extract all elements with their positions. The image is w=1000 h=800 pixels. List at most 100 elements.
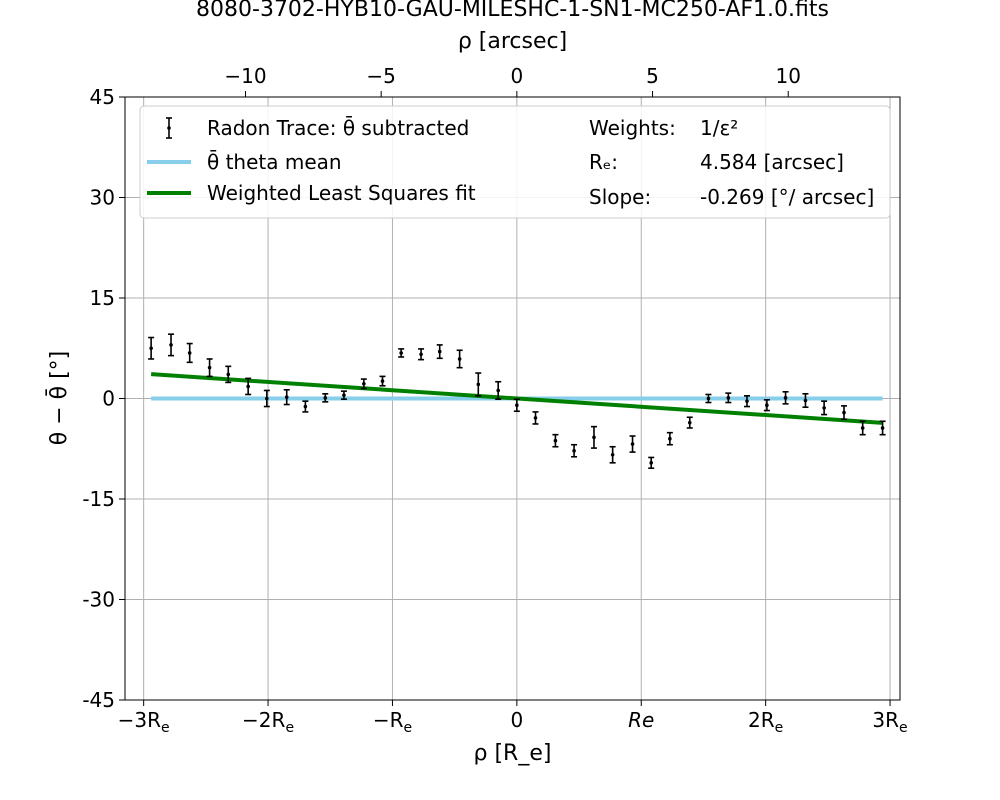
data-point [879,420,886,436]
data-point [398,348,405,358]
data-point [513,398,520,413]
chart-title: 8080-3702-HYB10-GAU-MILESHC-1-SN1-MC250-… [196,0,829,22]
y-tick-label: -45 [82,688,115,712]
data-point [802,393,809,409]
y-tick-label: 0 [102,387,115,411]
point-marker [553,438,558,443]
point-marker [572,448,576,453]
point-marker [668,436,672,441]
data-point [283,388,290,406]
point-marker [803,398,808,403]
data-point [360,378,367,390]
legend-box [139,105,891,219]
point-marker [226,372,231,377]
point-marker [496,388,500,393]
data-point [821,400,828,416]
x-tick-label: −3Re [118,708,170,736]
x-tick-label: −Re [373,708,412,736]
point-marker [745,399,749,403]
data-point [763,399,770,412]
data-point [168,333,175,357]
data-point [302,400,309,413]
point-marker [323,396,328,400]
legend-marker-errorbar [166,117,172,139]
data-point [841,405,848,421]
x-top-tick-label: 10 [776,64,801,88]
x-tick-label: 2Re [748,708,783,736]
point-marker [149,346,153,351]
data-point [571,443,578,458]
data-point [590,425,597,449]
point-marker [246,384,250,389]
x-tick-label: Re [628,708,654,732]
ticks: −3Re −2Re −Re 0 Re 2Re 3Re −10 −5 0 5 10 45 30 15 0 -15 -… [82,64,907,736]
data-point [245,377,252,396]
data-point [648,456,655,469]
point-marker [783,396,788,400]
data-point [475,372,482,397]
point-marker [303,404,308,409]
data-point [859,420,866,436]
x-top-tick-label: −10 [224,64,266,88]
data-point [609,445,616,464]
y-tick-label: 15 [90,286,115,310]
point-marker [284,395,289,399]
point-marker [187,351,192,355]
point-marker [765,403,769,408]
data-point [206,358,213,378]
data-point [686,416,693,429]
data-point [418,348,425,361]
plot-frame [124,96,901,701]
point-marker [842,410,846,415]
data-point [148,336,155,360]
x-top-tick-label: 5 [646,64,659,88]
data-points [148,333,886,469]
point-marker [880,426,885,430]
x-axis-top-title: ρ [arcsec] [458,29,567,54]
data-point [629,435,636,453]
point-marker [687,420,692,425]
annotation-weights-value: 1/ε² [700,116,738,140]
x-top-tick-label: 0 [510,64,523,88]
annotation-re-key: Rₑ: [589,150,618,174]
data-point [552,433,559,448]
point-marker [169,343,173,347]
point-marker [399,351,403,355]
data-point [666,431,673,446]
annotation-re-value: 4.584 [arcsec] [700,150,844,174]
point-marker [726,396,731,400]
data-point [456,349,463,369]
annotation-slope-value: -0.269 [°/ arcsec] [700,185,874,209]
data-point [186,342,193,364]
x-top-tick-label: −5 [366,64,395,88]
legend-label-theta-mean: θ̄ theta mean [207,149,342,174]
data-point [782,390,789,405]
data-point [263,389,270,408]
point-marker [630,442,635,446]
point-marker [476,382,481,387]
data-point [725,392,732,404]
x-axis-title: ρ [R_e] [474,741,552,766]
point-marker [419,352,423,357]
legend-label-wls-fit: Weighted Least Squares fit [207,181,476,205]
point-marker [207,365,212,370]
y-tick-label: -30 [82,588,115,612]
data-point [436,344,443,360]
point-marker [706,396,711,401]
x-tick-label: 0 [510,708,523,732]
point-marker [380,379,385,383]
x-tick-label: 3Re [872,708,907,736]
point-marker [533,416,538,420]
point-marker [822,406,826,410]
point-marker [362,381,366,386]
y-tick-label: -15 [82,487,115,511]
y-tick-label: 30 [90,186,115,210]
point-marker [265,396,269,401]
data-point [340,390,347,400]
data-point [322,393,329,403]
point-marker [457,357,462,361]
y-axis-title: θ − θ̄ [°] [46,351,72,446]
point-marker [437,349,442,354]
data-point [225,365,232,384]
